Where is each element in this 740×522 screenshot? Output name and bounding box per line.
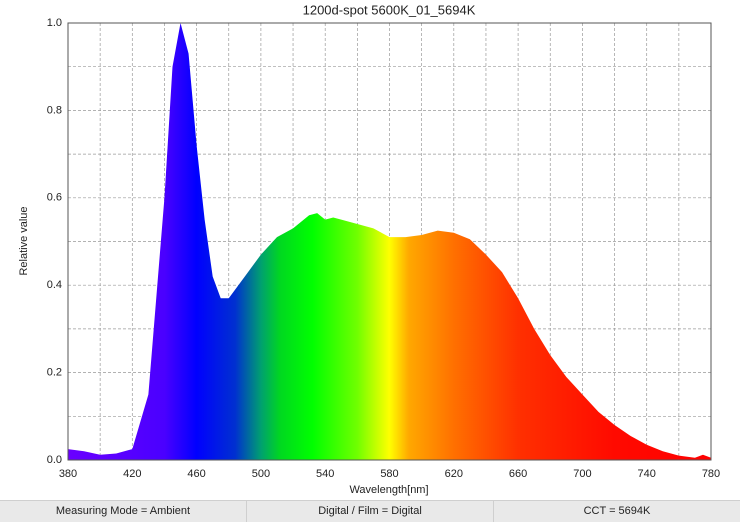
x-tick-label: 660 — [509, 468, 527, 480]
x-tick-label: 500 — [252, 468, 270, 480]
x-tick-label: 780 — [702, 468, 720, 480]
y-tick-label: 0.8 — [47, 104, 62, 116]
y-tick-label: 0.6 — [47, 192, 62, 204]
y-tick-label: 0.0 — [47, 454, 62, 466]
x-tick-label: 460 — [187, 468, 205, 480]
x-tick-label: 420 — [123, 468, 141, 480]
status-cell: Digital / Film = Digital — [247, 501, 494, 522]
y-tick-label: 0.4 — [47, 279, 62, 291]
x-tick-label: 540 — [316, 468, 334, 480]
y-axis-label: Relative value — [18, 206, 30, 275]
status-cell: CCT = 5694K — [583, 505, 651, 517]
status-bar: Measuring Mode = Ambient Digital / Film =… — [0, 500, 740, 522]
x-tick-label: 740 — [638, 468, 656, 480]
x-axis-label: Wavelength[nm] — [349, 484, 428, 496]
x-tick-label: 580 — [380, 468, 398, 480]
status-cell: Measuring Mode = Ambient — [0, 501, 247, 522]
plot-frame — [67, 22, 712, 461]
x-tick-label: 700 — [573, 468, 591, 480]
y-tick-label: 0.2 — [47, 367, 62, 379]
x-tick-label: 620 — [445, 468, 463, 480]
y-tick-label: 1.0 — [47, 17, 62, 29]
spectrum-area — [68, 23, 711, 460]
chart-title: 1200d-spot 5600K_01_5694K — [303, 2, 476, 17]
chart: 1200d-spot 5600K_01_5694K Wavelength[nm]… — [18, 2, 720, 496]
x-tick-label: 380 — [59, 468, 77, 480]
